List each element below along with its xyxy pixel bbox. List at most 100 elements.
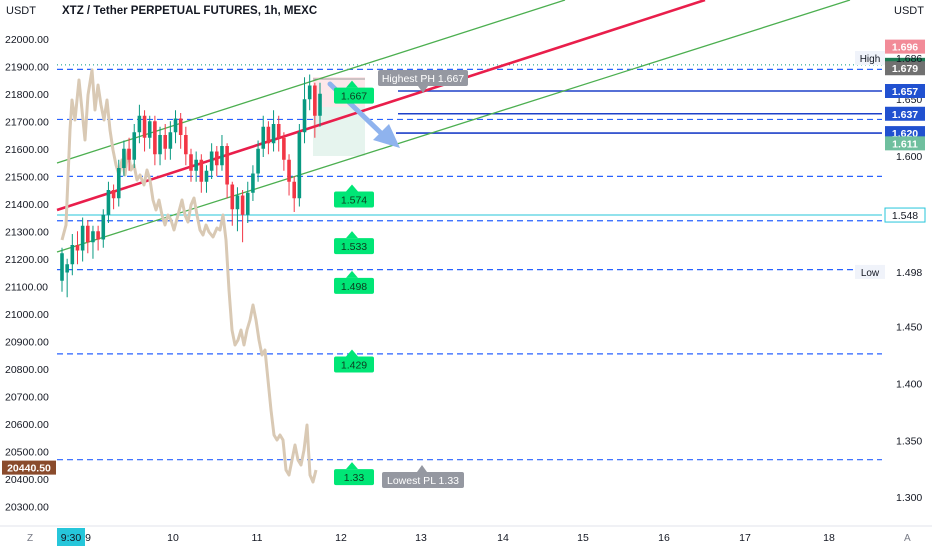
candle-body	[276, 124, 281, 138]
time-axis-tick: 14	[497, 532, 509, 544]
candle-body	[163, 135, 167, 149]
candle-body	[158, 135, 162, 155]
price-tag-text: 1.611	[892, 138, 918, 150]
left-axis-tick: 21400.00	[5, 199, 49, 211]
candle-body	[235, 195, 240, 210]
price-tag-box	[885, 39, 925, 54]
left-axis-tick: 21200.00	[5, 254, 49, 266]
time-axis-tick: 17	[739, 532, 751, 544]
callout-text: Lowest PL 1.33	[387, 475, 459, 487]
left-axis-tick: 20900.00	[5, 336, 49, 348]
right-price-tag: 1.657	[885, 84, 925, 98]
left-axis-tick: 22000.00	[5, 34, 49, 46]
left-axis-tick: 20700.00	[5, 391, 49, 403]
target-label-pointer	[346, 270, 358, 278]
right-axis-unit: USDT	[894, 5, 924, 17]
left-axis-tick: 20300.00	[5, 501, 49, 513]
candle-body	[230, 184, 235, 210]
candle-body	[318, 93, 322, 116]
range-label-box	[855, 264, 885, 279]
target-label: 1.33	[334, 462, 374, 486]
lowest-pl-callout: Lowest PL 1.33	[382, 465, 464, 488]
price-tag-text: 1.679	[892, 63, 918, 75]
candlestick-series	[60, 74, 322, 298]
price-tag-box	[884, 207, 926, 223]
candle-body	[313, 85, 317, 116]
right-price-tag: 1.611	[885, 136, 925, 151]
candle-body	[70, 245, 75, 265]
target-label-box	[334, 87, 374, 104]
candle-body	[132, 132, 137, 160]
left-axis-tick: 21900.00	[5, 61, 49, 73]
candle-body	[106, 190, 111, 215]
time-axis-tick: 12	[335, 532, 347, 544]
candle-body	[199, 159, 204, 182]
candle-body	[168, 132, 173, 149]
timezone-button[interactable]: Z	[27, 533, 34, 544]
candle-body	[204, 170, 209, 182]
right-price-tag: 1.637	[885, 106, 925, 121]
time-axis-tick: 9	[85, 532, 91, 544]
candle-body	[209, 151, 214, 171]
candle-body	[173, 118, 178, 133]
time-axis: 9:30 9 10 11 12 13 14 15 16 17 18	[57, 528, 835, 546]
candle-body	[297, 132, 302, 199]
candle-body	[245, 192, 250, 215]
drawing-layer	[56, 0, 882, 461]
time-axis-tick: 18	[823, 532, 835, 544]
target-label-text: 1.498	[341, 281, 367, 293]
range-label: High 1.686	[855, 51, 922, 65]
candle-body	[194, 159, 198, 171]
right-axis-tick: 1.450	[896, 322, 922, 334]
target-label-pointer	[346, 349, 358, 357]
target-label-pointer	[346, 231, 358, 239]
callout-box	[378, 70, 468, 86]
range-label-box	[855, 51, 885, 65]
time-axis-tick: 15	[577, 532, 589, 544]
right-axis-tick: 1.400	[896, 378, 922, 390]
candle-body	[153, 121, 157, 155]
time-axis-tick: 11	[252, 532, 263, 544]
candle-body	[116, 168, 121, 199]
price-tag-text: 1.657	[892, 86, 918, 98]
candle-body	[225, 146, 229, 185]
left-axis-tick: 21500.00	[5, 171, 49, 183]
left-axis-tick: 20600.00	[5, 419, 49, 431]
target-label-box	[334, 238, 374, 255]
chart-title: XTZ / Tether PERPETUAL FUTURES, 1h, MEXC	[62, 5, 318, 17]
candle-body	[86, 225, 90, 243]
target-label: 1.667	[334, 80, 374, 104]
callout-pointer	[418, 86, 428, 93]
time-axis-tick: 13	[415, 532, 427, 544]
target-label: 1.533	[334, 231, 374, 255]
callout-pointer	[417, 465, 427, 472]
auto-scale-button[interactable]: A	[904, 533, 911, 544]
left-axis-tick: 20500.00	[5, 446, 49, 458]
range-label-name: High	[860, 54, 881, 65]
target-label-text: 1.574	[341, 194, 367, 206]
candle-body	[184, 135, 188, 155]
left-axis-unit: USDT	[6, 5, 36, 17]
candle-body	[137, 115, 142, 133]
comparison-overlay-line	[60, 68, 318, 484]
candle-body	[147, 121, 152, 138]
target-label-box	[334, 191, 374, 208]
right-price-tag: 1.696	[885, 39, 925, 54]
candle-body	[91, 231, 95, 243]
candle-body	[80, 225, 85, 251]
price-tag-text: 1.696	[892, 42, 918, 54]
channel-upper-line	[56, 0, 566, 164]
projection-arrow-head	[373, 124, 400, 148]
left-axis-tick: 20400.00	[5, 474, 49, 486]
price-tag-text: 1.548	[892, 210, 918, 222]
price-tag-box	[885, 106, 925, 121]
range-label-value: 1.686	[896, 53, 922, 65]
candle-body	[282, 137, 286, 160]
time-axis-tick: 10	[167, 532, 179, 544]
range-label-value: 1.498	[896, 267, 922, 279]
range-label-name: Low	[861, 268, 880, 279]
candle-body	[127, 148, 131, 160]
callout-text: Highest PH 1.667	[382, 73, 464, 85]
target-label-text: 1.33	[344, 472, 365, 484]
